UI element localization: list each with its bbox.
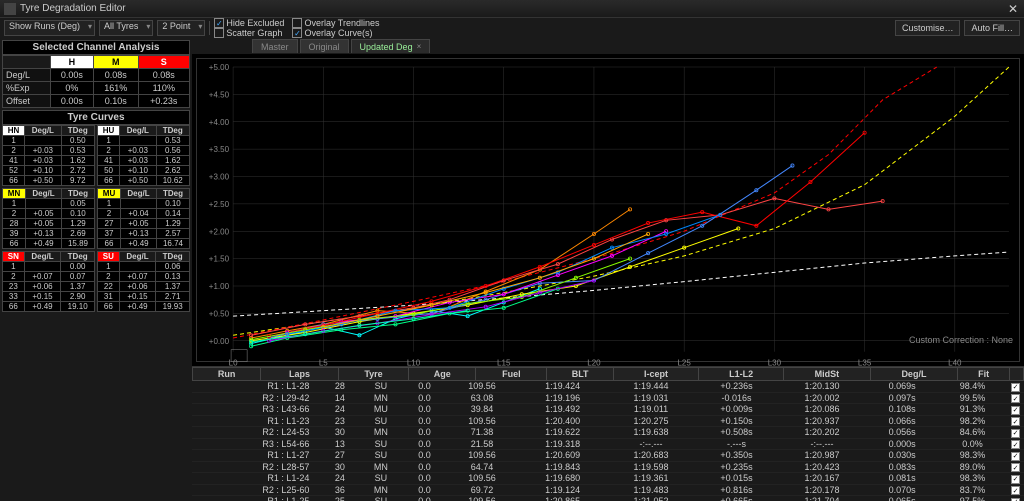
left-panel: Selected Channel Analysis HMS Deg/L0.00s…	[0, 38, 192, 501]
svg-text:+2.50: +2.50	[209, 200, 230, 209]
row-checkbox[interactable]: ✓	[1011, 440, 1020, 449]
row-checkbox[interactable]: ✓	[1011, 452, 1020, 461]
curve-table-SN: SNDeg/LTDeg10.002+0.070.0723+0.061.3733+…	[2, 251, 95, 312]
tyres-dropdown[interactable]: All Tyres	[99, 20, 153, 36]
curve-table-HU: HUDeg/LTDeg10.532+0.030.5641+0.031.6250+…	[97, 125, 190, 186]
window-title: Tyre Degradation Editor	[20, 3, 1006, 14]
svg-text:L20: L20	[587, 359, 601, 368]
curve-table-MN: MNDeg/LTDeg10.052+0.050.1028+0.051.2939+…	[2, 188, 95, 249]
svg-text:L5: L5	[319, 359, 328, 368]
curves-title: Tyre Curves	[2, 110, 190, 125]
table-row[interactable]: R2 : L29-4214MN0.063.081:19.1961:19.031-…	[192, 392, 1024, 404]
sca-title: Selected Channel Analysis	[2, 40, 190, 55]
table-row[interactable]: R1 : L1-2727SU0.0109.561:20.6091:20.683+…	[192, 450, 1024, 462]
curve-table-SU: SUDeg/LTDeg10.062+0.070.1322+0.061.3731+…	[97, 251, 190, 312]
table-row[interactable]: R1 : L1-2828SU0.0109.561:19.4241:19.444+…	[192, 381, 1024, 392]
custom-correction-label: Custom Correction : None	[909, 335, 1013, 345]
table-row[interactable]: R1 : L1-2323SU0.0109.561:20.4001:20.275+…	[192, 415, 1024, 427]
svg-text:+4.50: +4.50	[209, 90, 230, 99]
col-midst[interactable]: MidSt	[784, 368, 870, 381]
scatter-graph-checkbox[interactable]: Scatter Graph	[214, 28, 284, 38]
row-checkbox[interactable]: ✓	[1011, 463, 1020, 472]
tab-bar: Master Original Updated Deg×	[192, 38, 1024, 54]
col-blt[interactable]: BLT	[547, 368, 614, 381]
svg-text:+0.50: +0.50	[209, 309, 230, 318]
table-row[interactable]: R2 : L24-5330MN0.071.381:19.6221:19.638+…	[192, 427, 1024, 439]
col-laps[interactable]: Laps	[261, 368, 338, 381]
svg-text:L10: L10	[407, 359, 421, 368]
autofill-button[interactable]: Auto Fill…	[964, 20, 1020, 36]
close-icon[interactable]: ✕	[1006, 2, 1020, 16]
col-fuel[interactable]: Fuel	[476, 368, 547, 381]
overlay-curves-checkbox[interactable]: ✓Overlay Curve(s)	[292, 28, 379, 38]
row-checkbox[interactable]: ✓	[1011, 394, 1020, 403]
table-row[interactable]: R3 : L54-6613SU0.021.581:19.318-:--.----…	[192, 438, 1024, 450]
app-icon	[4, 3, 16, 15]
curve-table-HN: HNDeg/LTDeg10.502+0.030.5341+0.031.6252+…	[2, 125, 95, 186]
sca-table: HMS Deg/L0.00s0.08s0.08s %Exp0%161%110% …	[2, 55, 190, 108]
hide-excluded-checkbox[interactable]: ✓Hide Excluded	[214, 18, 284, 28]
row-checkbox[interactable]: ✓	[1011, 429, 1020, 438]
svg-text:L40: L40	[948, 359, 962, 368]
table-row[interactable]: R2 : L25-6036MN0.069.721:19.1241:19.483+…	[192, 484, 1024, 496]
svg-text:+3.00: +3.00	[209, 173, 230, 182]
svg-text:+2.00: +2.00	[209, 227, 230, 236]
points-dropdown[interactable]: 2 Point	[157, 20, 205, 36]
titlebar: Tyre Degradation Editor ✕	[0, 0, 1024, 18]
customise-button[interactable]: Customise…	[895, 20, 961, 36]
close-tab-icon[interactable]: ×	[417, 42, 422, 51]
tab-master[interactable]: Master	[252, 39, 298, 53]
curve-table-MU: MUDeg/LTDeg10.102+0.040.1427+0.051.2937+…	[97, 188, 190, 249]
row-checkbox[interactable]: ✓	[1011, 475, 1020, 484]
svg-text:+3.50: +3.50	[209, 145, 230, 154]
col-icept[interactable]: I-cept	[613, 368, 698, 381]
overlay-trendlines-checkbox[interactable]: Overlay Trendlines	[292, 18, 379, 28]
col-degl[interactable]: Deg/L	[870, 368, 958, 381]
row-checkbox[interactable]: ✓	[1011, 498, 1020, 501]
show-runs-dropdown[interactable]: Show Runs (Deg)	[4, 20, 95, 36]
row-checkbox[interactable]: ✓	[1011, 486, 1020, 495]
runs-data-grid[interactable]: RunLapsTyreAgeFuelBLTI-ceptL1-L2MidStDeg…	[192, 366, 1024, 501]
svg-text:L15: L15	[497, 359, 511, 368]
row-checkbox[interactable]: ✓	[1011, 406, 1020, 415]
col-tyre[interactable]: Tyre	[338, 368, 409, 381]
degradation-chart[interactable]: +5.00 +4.50 +4.00 +3.50 +3.00 +2.50 +2.00 +1.50…	[196, 58, 1020, 362]
col-fit[interactable]: Fit	[958, 368, 1010, 381]
col-age[interactable]: Age	[409, 368, 476, 381]
tab-updated-deg[interactable]: Updated Deg×	[351, 39, 431, 53]
svg-text:+0.00: +0.00	[209, 337, 230, 346]
row-checkbox[interactable]: ✓	[1011, 417, 1020, 426]
svg-text:+4.00: +4.00	[209, 118, 230, 127]
col-run[interactable]: Run	[193, 368, 261, 381]
svg-text:L25: L25	[677, 359, 691, 368]
toolbar: Show Runs (Deg) All Tyres 2 Point ✓Hide …	[0, 18, 1024, 38]
table-row[interactable]: R1 : L1-2525SU0.0109.561:20.8651:21.052+…	[192, 496, 1024, 501]
svg-text:L0: L0	[229, 359, 238, 368]
svg-text:L35: L35	[858, 359, 872, 368]
table-row[interactable]: R2 : L28-5730MN0.064.741:19.8431:19.598+…	[192, 461, 1024, 473]
svg-text:+5.00: +5.00	[209, 63, 230, 72]
col-l1l2[interactable]: L1-L2	[699, 368, 784, 381]
svg-text:+1.00: +1.00	[209, 282, 230, 291]
svg-text:+1.50: +1.50	[209, 255, 230, 264]
tab-original[interactable]: Original	[300, 39, 349, 53]
table-row[interactable]: R3 : L43-6624MU0.039.841:19.4921:19.011+…	[192, 404, 1024, 416]
row-checkbox[interactable]: ✓	[1011, 383, 1020, 392]
svg-text:L30: L30	[768, 359, 782, 368]
table-row[interactable]: R1 : L1-2424SU0.0109.561:19.6801:19.361+…	[192, 473, 1024, 485]
